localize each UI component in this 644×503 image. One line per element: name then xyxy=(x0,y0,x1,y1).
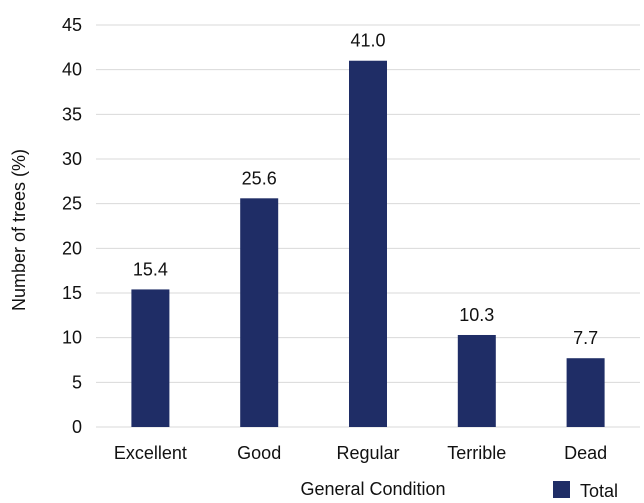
data-label-regular: 41.0 xyxy=(350,31,385,51)
legend-swatch xyxy=(553,481,570,498)
y-tick-label: 10 xyxy=(62,328,82,348)
y-axis-ticks: 0 5 10 15 20 25 30 35 40 45 xyxy=(62,15,82,437)
bar-good xyxy=(240,198,279,427)
data-label-dead: 7.7 xyxy=(573,328,598,348)
y-tick-label: 25 xyxy=(62,194,82,214)
y-tick-label: 20 xyxy=(62,238,82,258)
bar-terrible xyxy=(457,334,496,427)
x-tick-label-excellent: Excellent xyxy=(114,443,187,463)
y-axis-title: Number of trees (%) xyxy=(9,149,29,311)
x-tick-label-terrible: Terrible xyxy=(447,443,506,463)
x-tick-label-dead: Dead xyxy=(564,443,607,463)
bar-dead xyxy=(566,358,605,427)
y-tick-label: 0 xyxy=(72,417,82,437)
data-label-terrible: 10.3 xyxy=(459,305,494,325)
bar-excellent xyxy=(131,289,170,427)
bar-regular xyxy=(349,60,387,427)
data-labels: 15.4 25.6 41.0 10.3 7.7 xyxy=(133,31,598,348)
y-tick-label: 35 xyxy=(62,104,82,124)
data-label-excellent: 15.4 xyxy=(133,259,168,279)
y-tick-label: 30 xyxy=(62,149,82,169)
legend-label: Total xyxy=(580,481,618,501)
y-tick-label: 5 xyxy=(72,372,82,392)
legend: Total xyxy=(553,481,618,501)
data-label-good: 25.6 xyxy=(242,168,277,188)
x-tick-label-good: Good xyxy=(237,443,281,463)
x-axis-title: General Condition xyxy=(300,479,445,499)
y-tick-label: 40 xyxy=(62,60,82,80)
y-tick-label: 45 xyxy=(62,15,82,35)
x-tick-label-regular: Regular xyxy=(336,443,399,463)
x-axis-ticks: Excellent Good Regular Terrible Dead xyxy=(114,443,607,463)
y-tick-label: 15 xyxy=(62,283,82,303)
bars xyxy=(131,60,605,427)
